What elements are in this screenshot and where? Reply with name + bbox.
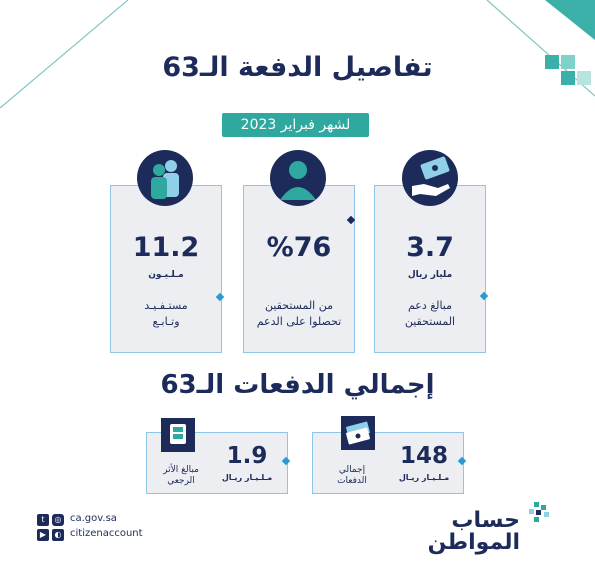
brand-logo-mark: [529, 502, 549, 522]
stat-desc-line1: من المستحقين: [264, 299, 334, 312]
stat-desc-line2: المستحقين: [404, 315, 456, 328]
social-handle[interactable]: citizenaccount: [70, 528, 143, 539]
cash-stack-icon: [341, 416, 375, 450]
total-card-payments: 148 مـلـيـار ريـال إجمالي الدفعات: [312, 432, 464, 494]
stat-value: 3.7: [406, 232, 454, 263]
total-value: 1.9: [226, 443, 268, 469]
total-desc-line2: الدفعات: [337, 476, 367, 486]
brand-logo-text: حساب المواطن: [427, 508, 520, 555]
brand-line1: حساب: [451, 508, 520, 533]
totals-title: إجمالي الدفعات الـ63: [160, 370, 435, 400]
stat-desc: مبالغ دعم المستحقين: [379, 298, 481, 330]
stat-desc-line1: مستـفـيـد: [144, 299, 188, 312]
stat-desc: من المستحقين تحصلوا على الدعم: [248, 298, 350, 330]
people-icon: [137, 150, 193, 206]
stat-card-percentage: %76 من المستحقين تحصلوا على الدعم: [243, 185, 355, 353]
total-desc-line2: الرجعي: [167, 476, 195, 486]
stat-value: 11.2: [132, 232, 200, 263]
person-icon: [270, 150, 326, 206]
page-title: تفاصيل الدفعة الـ63: [162, 52, 433, 83]
stat-unit: مليار ريال: [407, 270, 453, 280]
instagram-icon[interactable]: ◎: [52, 514, 64, 526]
money-hand-icon: [402, 150, 458, 206]
total-unit: مـلـيـار ريـال: [398, 473, 450, 482]
stat-unit: مـلـيـون: [148, 270, 184, 280]
stat-card-amounts: 3.7 مليار ريال مبالغ دعم المستحقين: [374, 185, 486, 353]
snapchat-icon[interactable]: ◐: [52, 529, 64, 541]
total-desc-line1: إجمالي: [338, 465, 366, 475]
hand-cash-icon: [161, 418, 195, 452]
stat-desc: مستـفـيـد وتـابـع: [115, 298, 217, 330]
brand-line2: المواطن: [427, 530, 520, 555]
total-desc: إجمالي الدفعات: [319, 465, 385, 487]
corner-square-2: [561, 55, 575, 69]
stat-desc-line1: مبالغ دعم: [407, 299, 453, 312]
stat-card-beneficiaries: 11.2 مـلـيـون مستـفـيـد وتـابـع: [110, 185, 222, 353]
total-value: 148: [399, 443, 448, 469]
total-desc: مبالغ الأثر الرجعي: [149, 465, 213, 487]
stat-desc-line2: وتـابـع: [152, 315, 180, 328]
website-link[interactable]: ca.gov.sa: [70, 513, 117, 524]
corner-square-1: [545, 55, 559, 69]
twitter-icon[interactable]: t: [37, 514, 49, 526]
date-badge: لشهر فبراير 2023: [222, 113, 369, 137]
corner-square-3: [561, 71, 575, 85]
stat-desc-line2: تحصلوا على الدعم: [256, 315, 342, 328]
stat-value: %76: [266, 232, 332, 263]
total-unit: مـلـيـار ريـال: [221, 473, 273, 482]
youtube-icon[interactable]: ▶: [37, 529, 49, 541]
corner-square-4: [577, 71, 591, 85]
total-desc-line1: مبالغ الأثر: [163, 465, 199, 475]
